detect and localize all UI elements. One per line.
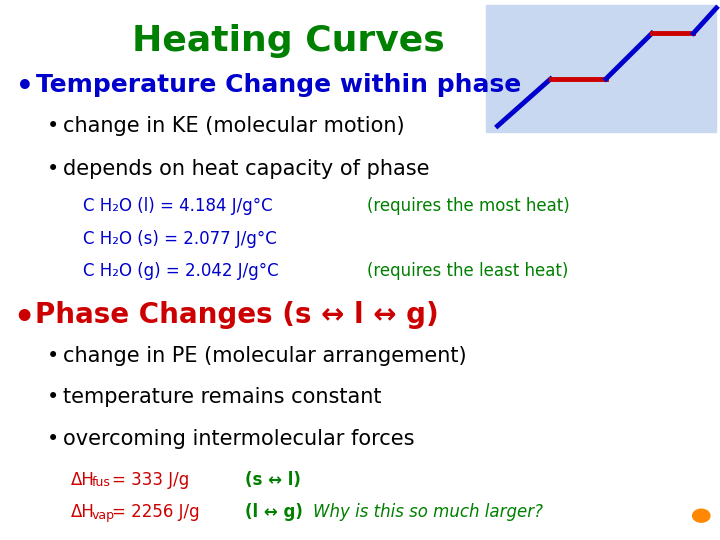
Text: C H₂O (l) = 4.184 J/g°C: C H₂O (l) = 4.184 J/g°C	[83, 197, 272, 215]
Text: vap: vap	[91, 509, 114, 522]
Text: •: •	[16, 73, 34, 101]
Text: (requires the least heat): (requires the least heat)	[367, 262, 569, 280]
Text: •: •	[47, 116, 59, 136]
Text: (l ↔ g): (l ↔ g)	[245, 503, 302, 521]
FancyBboxPatch shape	[486, 5, 716, 132]
Text: change in KE (molecular motion): change in KE (molecular motion)	[63, 116, 405, 136]
Text: overcoming intermolecular forces: overcoming intermolecular forces	[63, 429, 415, 449]
Text: C H₂O (g) = 2.042 J/g°C: C H₂O (g) = 2.042 J/g°C	[83, 262, 279, 280]
Text: (requires the most heat): (requires the most heat)	[367, 197, 570, 215]
Text: Heating Curves: Heating Curves	[132, 24, 444, 58]
Circle shape	[693, 509, 710, 522]
Text: Temperature Change within phase: Temperature Change within phase	[36, 73, 521, 97]
Text: depends on heat capacity of phase: depends on heat capacity of phase	[63, 159, 430, 179]
Text: fus: fus	[91, 476, 110, 489]
Text: ΔH: ΔH	[71, 503, 94, 521]
Text: = 333 J/g: = 333 J/g	[112, 471, 189, 489]
Text: Why is this so much larger?: Why is this so much larger?	[313, 503, 543, 521]
Text: (s ↔ l): (s ↔ l)	[245, 471, 301, 489]
Text: ΔH: ΔH	[71, 471, 94, 489]
Text: Phase Changes (s ↔ l ↔ g): Phase Changes (s ↔ l ↔ g)	[35, 301, 438, 329]
Text: •: •	[47, 159, 59, 179]
Text: •: •	[13, 302, 35, 335]
Text: •: •	[47, 387, 59, 407]
Text: •: •	[47, 346, 59, 366]
Text: change in PE (molecular arrangement): change in PE (molecular arrangement)	[63, 346, 467, 366]
Text: temperature remains constant: temperature remains constant	[63, 387, 382, 407]
Text: •: •	[47, 429, 59, 449]
Text: = 2256 J/g: = 2256 J/g	[112, 503, 199, 521]
Text: C H₂O (s) = 2.077 J/g°C: C H₂O (s) = 2.077 J/g°C	[83, 230, 276, 247]
